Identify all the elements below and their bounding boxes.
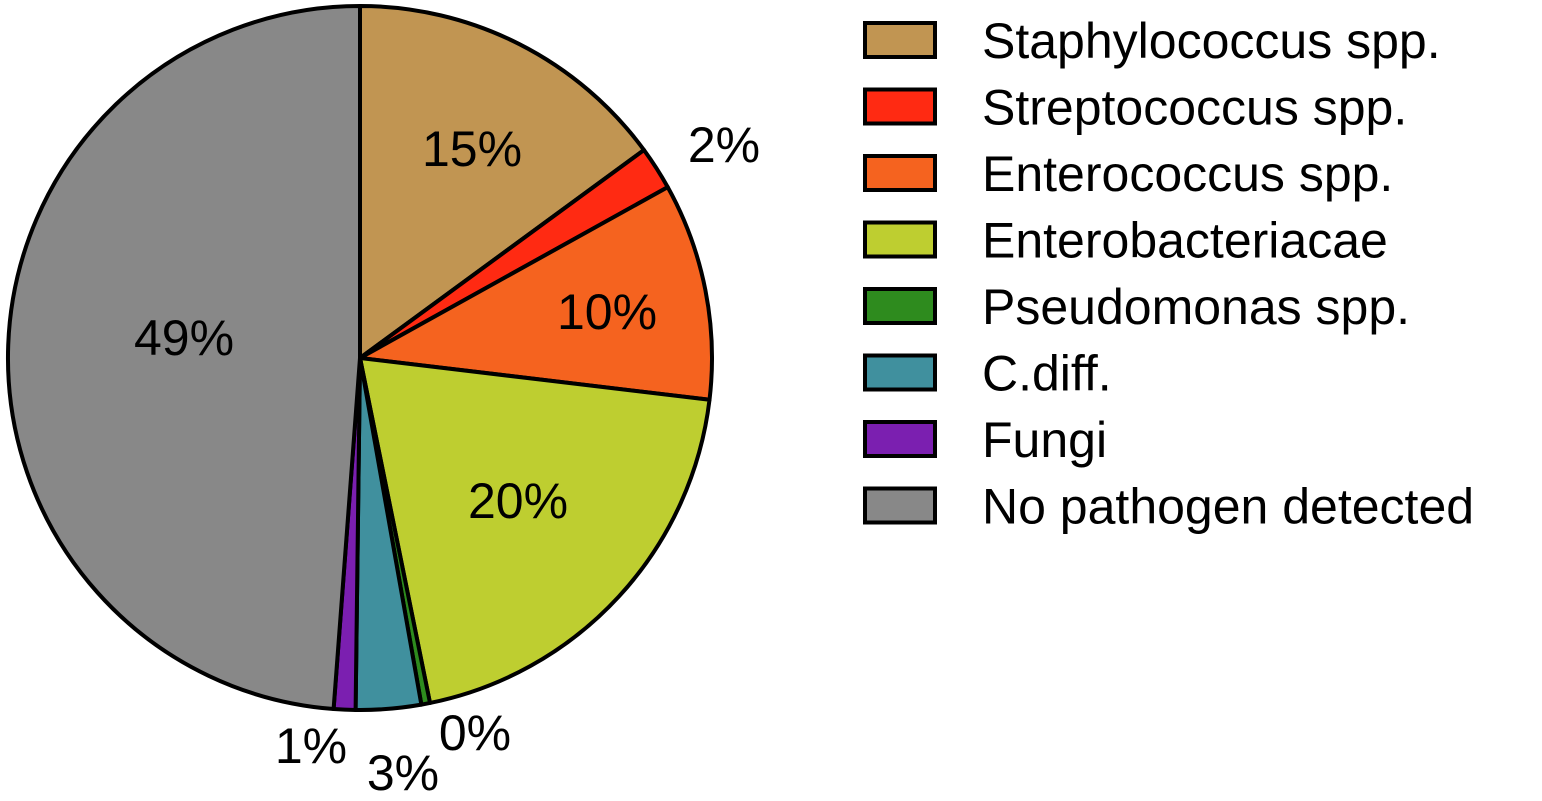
pie-slice-enterobacteriacae — [358, 356, 712, 705]
legend-label-enterobacteriacae: Enterobacteriacae — [982, 213, 1388, 269]
legend-swatch-pseudomonas-spp — [863, 287, 937, 325]
slice-label-c-diff: 3% — [367, 745, 439, 801]
legend: Staphylococcus spp. Streptococcus spp. Ent… — [863, 13, 1474, 535]
pie-slice-enterococcus-spp — [358, 185, 714, 402]
pie-slice-staphylococcus-spp — [358, 4, 646, 360]
legend-label-fungi: Fungi — [982, 412, 1107, 468]
legend-label-no-pathogen-detected: No pathogen detected — [982, 479, 1474, 535]
legend-swatch-c-diff — [863, 353, 937, 392]
legend-label-enterococcus-spp: Enterococcus spp. — [982, 146, 1393, 202]
legend-swatch-staphylococcus-spp — [863, 21, 937, 59]
legend-label-staphylococcus-spp: Staphylococcus spp. — [982, 13, 1441, 69]
pie-slices — [5, 4, 714, 712]
pie-slice-no-pathogen-detected — [5, 4, 362, 712]
legend-swatch-enterobacteriacae — [863, 220, 937, 259]
legend-swatch-enterococcus-spp — [863, 154, 937, 192]
slice-label-staphylococcus-spp: 15% — [422, 121, 522, 177]
legend-label-c-diff: C.diff. — [982, 346, 1112, 402]
slice-label-enterobacteriacae: 20% — [468, 473, 568, 529]
slice-label-fungi: 1% — [275, 718, 347, 774]
legend-swatch-fungi — [863, 420, 937, 458]
slice-label-enterococcus-spp: 10% — [557, 284, 657, 340]
legend-label-pseudomonas-spp: Pseudomonas spp. — [982, 279, 1410, 335]
legend-swatch-no-pathogen-detected — [863, 486, 937, 525]
legend-label-streptococcus-spp: Streptococcus spp. — [982, 80, 1407, 136]
slice-label-no-pathogen-detected: 49% — [134, 310, 234, 366]
percentage-labels: 15% 2% 10% 20% 0%3% 1% 49% — [134, 117, 760, 801]
legend-swatch-streptococcus-spp — [863, 87, 937, 126]
slice-label-pseudomonas-spp: 0% — [439, 705, 511, 761]
slice-label-streptococcus-spp: 2% — [688, 117, 760, 173]
